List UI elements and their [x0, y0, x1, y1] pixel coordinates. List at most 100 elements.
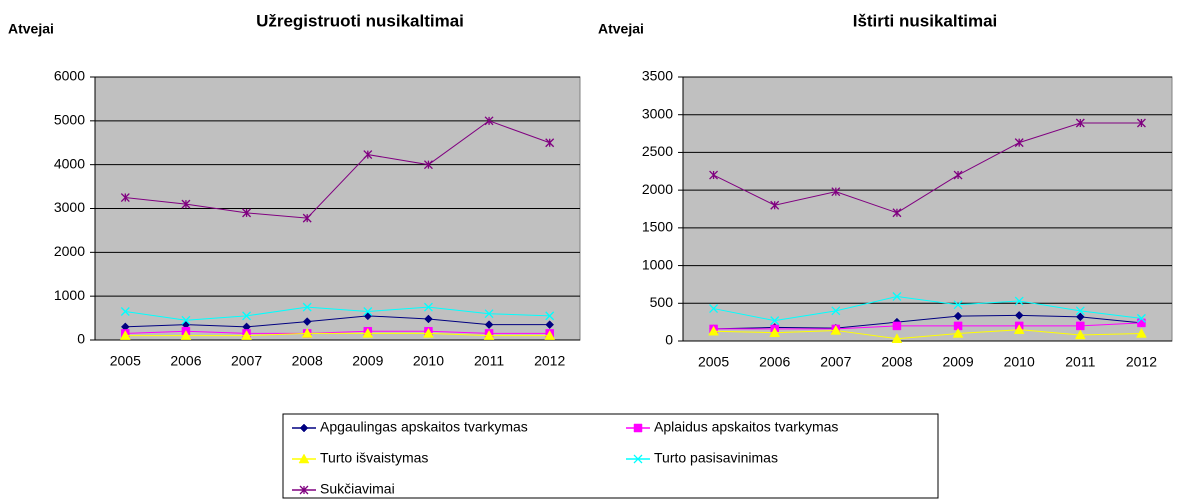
- series-line: [713, 329, 1142, 340]
- y-tick-label: 1000: [642, 256, 673, 272]
- data-point: [709, 304, 719, 314]
- series-line: [125, 332, 550, 337]
- data-point: [1074, 329, 1086, 340]
- data-point: [363, 150, 373, 160]
- x-tick-label: 2011: [474, 353, 504, 369]
- data-point: [302, 213, 312, 223]
- x-tick-label: 2006: [170, 353, 201, 369]
- y-tick-label: 0: [665, 332, 673, 348]
- data-point: [709, 170, 719, 180]
- data-point: [424, 314, 433, 324]
- data-point: [953, 170, 963, 180]
- data-point: [423, 302, 433, 312]
- data-point: [770, 200, 780, 210]
- plot-area: [682, 76, 1173, 342]
- data-point: [1013, 324, 1025, 334]
- data-point: [1136, 313, 1146, 323]
- series-line: [713, 122, 1142, 214]
- data-point: [301, 327, 313, 338]
- x-tick-label: 2008: [881, 354, 912, 370]
- data-point: [362, 327, 374, 338]
- x-tick-label: 2008: [292, 353, 323, 369]
- data-point: [544, 330, 556, 340]
- data-point: [242, 311, 252, 321]
- y-tick-label: 1500: [642, 219, 673, 235]
- y-tick-label: 4000: [54, 155, 85, 171]
- legend-label: Aplaidus apskaitos tvarkymas: [654, 419, 838, 435]
- data-point: [545, 138, 555, 148]
- data-point: [1014, 138, 1024, 148]
- data-point: [241, 330, 252, 340]
- data-point: [831, 306, 841, 316]
- x-tick-label: 2009: [942, 354, 973, 370]
- series-line: [713, 314, 1142, 330]
- x-tick-label: 2012: [534, 353, 565, 369]
- data-point: [1136, 327, 1147, 338]
- data-point: [892, 292, 902, 301]
- data-point: [483, 330, 495, 340]
- data-point: [953, 321, 963, 331]
- x-tick-label: 2012: [1126, 354, 1157, 370]
- data-point: [830, 324, 842, 335]
- data-point: [1137, 318, 1146, 328]
- legend-marker: [299, 423, 309, 433]
- x-tick-label: 2007: [231, 353, 262, 369]
- x-tick-label: 2005: [110, 353, 141, 369]
- data-point: [484, 320, 494, 330]
- series-line: [125, 315, 550, 328]
- data-point: [119, 330, 131, 340]
- chart-title: Ištirti nusikaltimai: [853, 11, 998, 30]
- y-tick-label: 3500: [642, 68, 673, 84]
- legend-label: Sukčiavimai: [320, 481, 395, 497]
- data-point: [1075, 118, 1085, 128]
- y-tick-label: 3000: [642, 105, 673, 121]
- data-point: [708, 325, 719, 336]
- series-line: [125, 306, 550, 321]
- x-tick-label: 2010: [1004, 354, 1035, 370]
- data-point: [120, 307, 130, 316]
- data-point: [892, 321, 902, 331]
- data-point: [1014, 311, 1024, 320]
- data-point: [363, 307, 373, 316]
- y-tick-label: 0: [77, 331, 85, 347]
- data-point: [953, 300, 963, 310]
- data-point: [302, 302, 312, 312]
- legend-label: Apgaulingas apskaitos tvarkymas: [320, 419, 528, 435]
- data-point: [952, 327, 964, 338]
- data-point: [545, 311, 555, 321]
- legend-marker: [633, 454, 643, 464]
- data-point: [484, 309, 494, 319]
- series-line: [125, 330, 550, 334]
- legend-box: [282, 413, 939, 499]
- data-point: [769, 327, 781, 337]
- legend-label: Turto pasisavinimas: [654, 450, 778, 466]
- y-tick-label: 1000: [54, 287, 85, 303]
- data-point: [423, 327, 434, 338]
- data-point: [120, 193, 130, 203]
- series-line: [713, 295, 1142, 322]
- y-tick-label: 6000: [54, 68, 85, 84]
- data-point: [891, 333, 903, 343]
- x-tick-label: 2011: [1065, 354, 1095, 370]
- y-tick-label: 2500: [642, 143, 673, 159]
- y-tick-label: 3000: [54, 199, 85, 215]
- x-tick-label: 2006: [759, 354, 790, 370]
- data-point: [831, 187, 841, 197]
- data-point: [1075, 306, 1085, 316]
- data-point: [181, 315, 191, 325]
- y-tick-label: 5000: [54, 112, 85, 128]
- data-point: [1075, 312, 1085, 322]
- data-point: [953, 311, 963, 321]
- x-tick-label: 2007: [820, 354, 851, 370]
- data-point: [484, 116, 494, 126]
- data-point: [545, 320, 555, 330]
- data-point: [1014, 296, 1024, 306]
- x-tick-label: 2009: [352, 353, 383, 369]
- y-tick-label: 2000: [642, 181, 673, 197]
- legend-label: Turto išvaistymas: [320, 450, 428, 466]
- legend-marker: [299, 485, 309, 495]
- legend-marker: [633, 423, 643, 433]
- x-tick-label: 2010: [413, 353, 444, 369]
- legend-marker: [298, 453, 310, 464]
